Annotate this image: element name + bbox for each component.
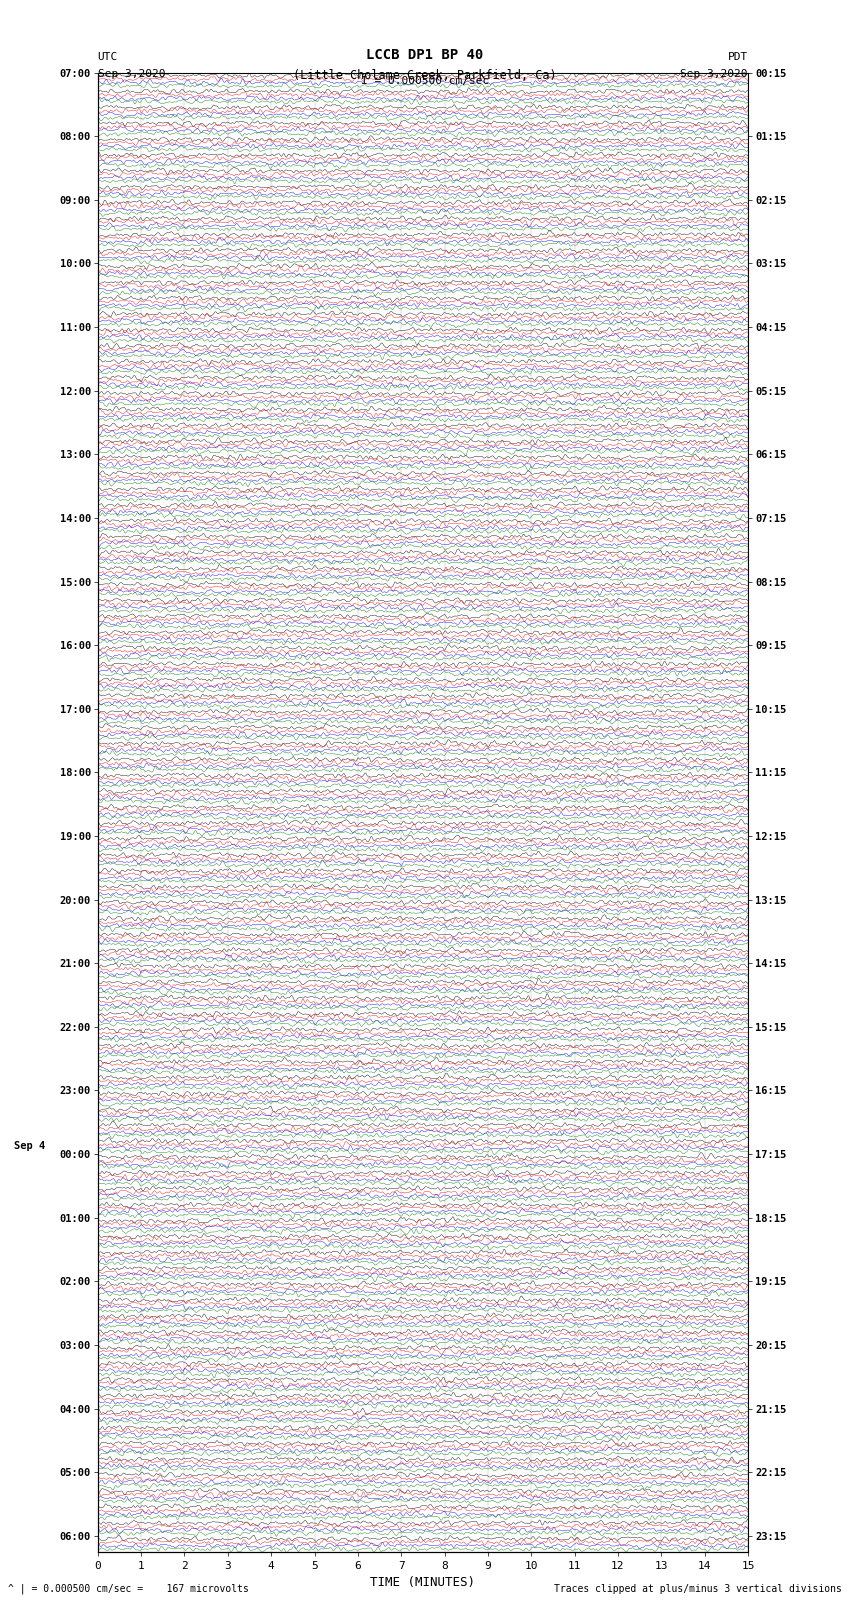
Text: ^ | = 0.000500 cm/sec =    167 microvolts: ^ | = 0.000500 cm/sec = 167 microvolts — [8, 1582, 249, 1594]
Text: Sep 3,2020: Sep 3,2020 — [98, 69, 165, 79]
Text: (Little Cholame Creek, Parkfield, Ca): (Little Cholame Creek, Parkfield, Ca) — [293, 69, 557, 82]
Text: Sep 4: Sep 4 — [14, 1140, 46, 1152]
Text: Traces clipped at plus/minus 3 vertical divisions: Traces clipped at plus/minus 3 vertical … — [553, 1584, 842, 1594]
Text: I = 0.000500 cm/sec: I = 0.000500 cm/sec — [361, 76, 489, 85]
Text: UTC: UTC — [98, 52, 118, 63]
Text: PDT: PDT — [728, 52, 748, 63]
Text: Sep 3,2020: Sep 3,2020 — [681, 69, 748, 79]
Text: LCCB DP1 BP 40: LCCB DP1 BP 40 — [366, 48, 484, 63]
X-axis label: TIME (MINUTES): TIME (MINUTES) — [371, 1576, 475, 1589]
